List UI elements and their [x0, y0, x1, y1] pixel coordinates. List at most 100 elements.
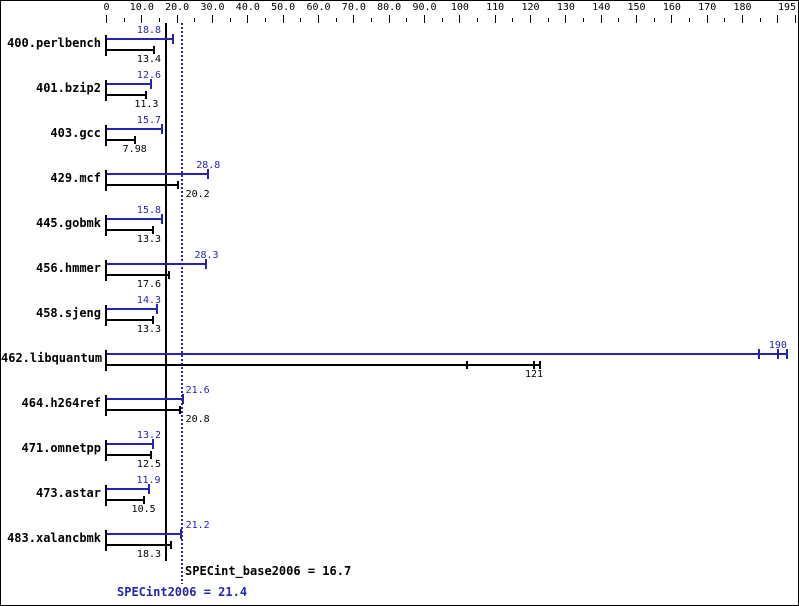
peak-bar	[106, 173, 209, 175]
axis-tick-label: 195	[777, 2, 796, 13]
base-bar	[106, 319, 154, 321]
axis-minor-tick	[335, 18, 337, 22]
base-bar	[106, 544, 172, 546]
axis-tick-label: 40.0	[235, 2, 260, 13]
axis-major-tick	[706, 15, 708, 23]
bench-label: 464.h264ref	[21, 396, 101, 410]
base-run-tick	[170, 541, 173, 549]
peak-run-tick	[776, 349, 779, 359]
bench-label: 456.hmmer	[35, 261, 101, 275]
peak-bar	[106, 308, 158, 310]
axis-tick-label: 180	[733, 2, 752, 13]
base-value-label: 20.2	[185, 189, 210, 200]
base-run-tick	[133, 136, 136, 144]
peak-bar	[106, 218, 163, 220]
axis-minor-tick	[371, 18, 372, 22]
peak-bar	[106, 128, 162, 130]
base-run-tick	[145, 91, 148, 99]
base-value-label: 20.8	[185, 414, 210, 425]
axis-minor-tick	[653, 18, 655, 22]
base-run-tick	[178, 406, 181, 414]
axis-tick-label: 150	[627, 2, 646, 13]
axis-minor-tick	[300, 18, 302, 22]
peak-value-label: 15.7	[136, 115, 162, 126]
base-run-tick	[142, 496, 145, 504]
peak-bar	[106, 38, 173, 40]
peak-bar	[106, 443, 154, 445]
bench-label: 429.mcf	[50, 171, 101, 185]
axis-tick-label: 0	[103, 2, 110, 13]
bar-start-bracket	[105, 215, 107, 236]
axis-minor-tick	[759, 18, 761, 22]
bar-start-bracket	[105, 395, 107, 416]
axis-minor-tick	[477, 18, 479, 22]
peak-bar	[106, 353, 788, 355]
axis-minor-tick	[123, 18, 125, 22]
axis-tick-label: 60.0	[306, 2, 331, 13]
peak-value-label: 13.2	[136, 430, 162, 441]
base-mean-line	[164, 23, 167, 561]
peak-value-label: 12.6	[136, 70, 162, 81]
base-bar	[106, 184, 178, 186]
peak-run-tick	[786, 349, 789, 359]
peak-run-tick	[147, 484, 150, 494]
peak-value-label: 14.3	[136, 295, 162, 306]
base-bar	[106, 454, 151, 456]
peak-run-tick	[207, 169, 210, 179]
base-value-label: 13.3	[136, 234, 162, 245]
base-bar	[106, 94, 147, 96]
bar-start-bracket	[105, 35, 107, 56]
axis-tick-label: 80.0	[377, 2, 402, 13]
peak-value-label: 190	[768, 340, 787, 351]
peak-run-tick	[150, 79, 153, 89]
axis-minor-tick	[547, 18, 549, 22]
peak-run-tick	[180, 529, 183, 539]
base-value-label: 12.5	[136, 459, 162, 470]
axis-major-tick	[494, 15, 496, 23]
peak-bar	[106, 398, 183, 400]
axis-major-tick	[318, 15, 319, 23]
axis-tick-label: 20.0	[165, 2, 190, 13]
base-value-label: 10.5	[131, 504, 156, 515]
bench-label: 462.libquantum	[1, 351, 103, 365]
axis-minor-tick	[406, 18, 408, 22]
axis-major-tick	[282, 15, 284, 23]
bench-label: 400.perlbench	[7, 36, 101, 50]
bar-start-bracket	[105, 80, 107, 101]
base-value-label: 18.3	[136, 549, 162, 560]
axis-major-tick	[106, 15, 107, 23]
axis-major-tick	[671, 15, 673, 23]
bar-start-bracket	[105, 485, 107, 506]
axis-minor-tick	[618, 18, 620, 22]
peak-bar	[106, 533, 182, 535]
axis-minor-tick	[583, 18, 585, 22]
base-bar	[106, 499, 144, 501]
axis-major-tick	[388, 15, 390, 23]
base-bar	[106, 139, 135, 141]
axis-major-tick	[565, 15, 567, 23]
bench-label: 401.bzip2	[35, 81, 101, 95]
axis-major-tick	[636, 15, 638, 23]
base-bar	[106, 364, 541, 366]
peak-run-tick	[160, 124, 163, 134]
axis-tick-label: 130	[556, 2, 575, 13]
peak-mean-line	[181, 23, 184, 584]
axis-minor-tick	[441, 18, 443, 22]
bench-label: 483.xalancbmk	[7, 531, 101, 545]
base-run-tick	[152, 316, 155, 324]
bar-start-bracket	[105, 170, 107, 191]
axis-major-tick	[353, 15, 355, 23]
peak-bar	[106, 488, 149, 490]
axis-tick-label: 170	[698, 2, 717, 13]
axis-tick-label: 10.0	[129, 2, 154, 13]
base-bar	[106, 229, 154, 231]
axis-tick-label: 140	[592, 2, 611, 13]
axis-tick-label: 70.0	[341, 2, 366, 13]
base-run-tick	[176, 181, 179, 189]
axis-major-tick	[530, 15, 532, 23]
bar-start-bracket	[105, 440, 107, 461]
base-bar	[106, 49, 154, 51]
base-value-label: 13.3	[136, 324, 162, 335]
bar-start-bracket	[105, 350, 107, 371]
